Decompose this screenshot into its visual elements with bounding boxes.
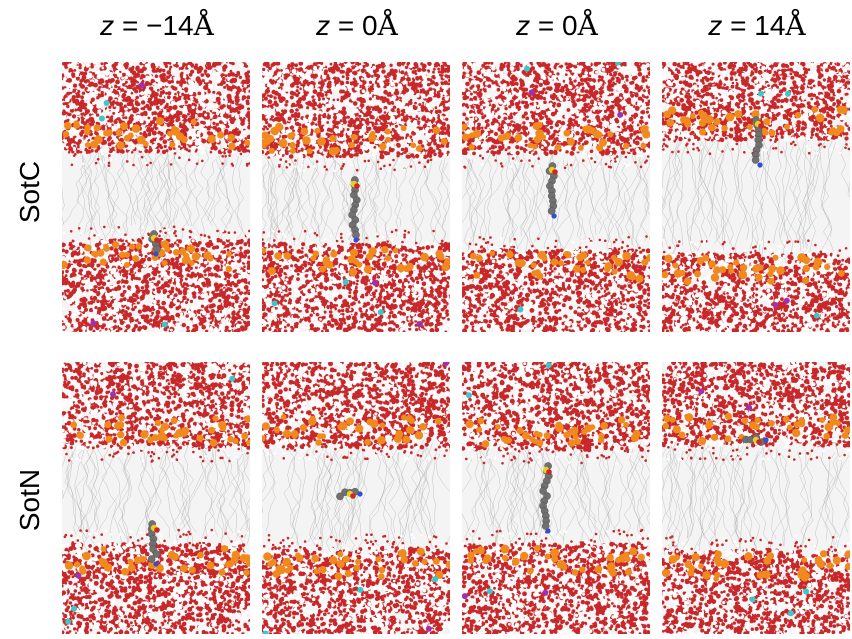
membrane-snapshot: [662, 362, 850, 634]
membrane-snapshot: [262, 62, 450, 332]
snapshot-panel-sotc-4: [662, 62, 850, 332]
row-label-sotc: SotC: [2, 72, 58, 312]
snapshot-panel-sotn-1: [62, 362, 250, 634]
column-header-3: z = 0Å: [462, 6, 652, 46]
snapshot-panel-sotn-3: [462, 362, 650, 634]
snapshot-panel-sotn-2: [262, 362, 450, 634]
membrane-snapshot: [462, 362, 650, 634]
membrane-snapshot: [62, 362, 250, 634]
membrane-snapshot: [662, 62, 850, 332]
column-header-2: z = 0Å: [262, 6, 452, 46]
column-header-4: z = 14Å: [662, 6, 852, 46]
membrane-snapshot: [462, 62, 650, 332]
membrane-snapshot: [262, 362, 450, 634]
column-header-1: z = −14Å: [62, 6, 252, 46]
snapshot-panel-sotc-1: [62, 62, 250, 332]
snapshot-panel-sotc-3: [462, 62, 650, 332]
snapshot-panel-sotc-2: [262, 62, 450, 332]
membrane-snapshot: [62, 62, 250, 332]
snapshot-panel-sotn-4: [662, 362, 850, 634]
row-label-sotn: SotN: [2, 380, 58, 620]
